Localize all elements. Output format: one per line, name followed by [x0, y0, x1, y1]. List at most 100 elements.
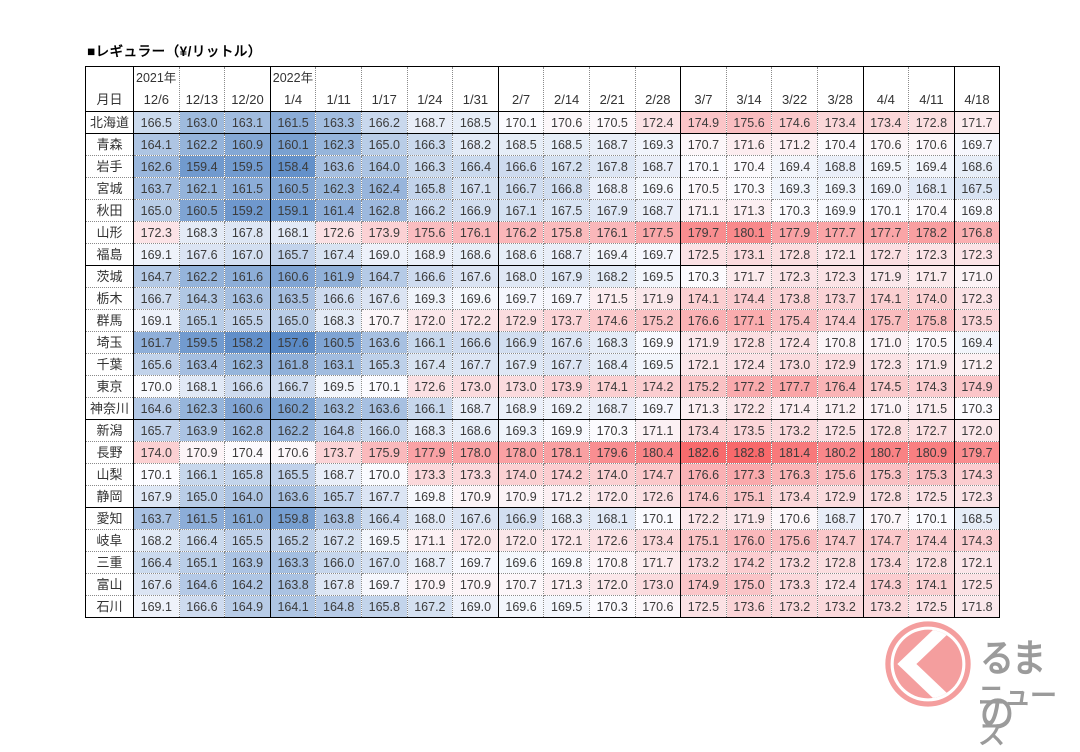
price-cell: 165.7 — [133, 419, 180, 442]
price-cell: 165.0 — [179, 485, 226, 508]
price-cell: 161.9 — [315, 265, 362, 288]
prefecture-label: 福島 — [85, 243, 134, 266]
date-label: 4/11 — [919, 92, 944, 107]
price-cell: 168.4 — [589, 353, 636, 376]
price-cell: 173.5 — [954, 309, 1001, 332]
price-cell: 164.2 — [224, 573, 271, 596]
price-cell: 165.5 — [224, 309, 271, 332]
price-cell: 171.1 — [407, 529, 454, 552]
price-cell: 166.6 — [498, 155, 545, 178]
price-cell: 172.8 — [863, 485, 910, 508]
table-row: 東京 170.0 168.1 166.6 166.7 169.5 170.1 172.6 173… — [85, 375, 1001, 398]
prefecture-label: 茨城 — [85, 265, 134, 288]
price-cell: 165.8 — [407, 177, 454, 200]
price-cell: 171.9 — [726, 507, 773, 530]
price-cell: 175.0 — [726, 573, 773, 596]
page-title: ■レギュラー（¥/リットル） — [87, 44, 262, 59]
price-cell: 161.4 — [315, 199, 362, 222]
price-cell: 177.3 — [726, 463, 773, 486]
price-cell: 176.6 — [680, 309, 727, 332]
price-cell: 163.6 — [270, 485, 317, 508]
price-cell: 174.0 — [908, 287, 955, 310]
price-cell: 167.8 — [224, 221, 271, 244]
price-cell: 172.8 — [726, 331, 773, 354]
price-cell: 169.6 — [452, 287, 499, 310]
price-cell: 160.5 — [315, 331, 362, 354]
prefecture-label: 秋田 — [85, 199, 134, 222]
price-cell: 157.6 — [270, 331, 317, 354]
table-row: 愛知 163.7 161.5 161.0 159.8 163.8 166.4 168.0 167… — [85, 507, 1001, 530]
price-cell: 172.8 — [908, 551, 955, 574]
year-label — [818, 68, 862, 89]
price-cell: 161.8 — [270, 353, 317, 376]
price-cell: 180.4 — [635, 441, 682, 464]
price-cell: 170.4 — [817, 133, 864, 156]
price-cell: 162.2 — [270, 419, 317, 442]
price-cell: 170.8 — [589, 551, 636, 574]
date-header: 2022年 1/4 — [270, 66, 317, 112]
price-cell: 159.2 — [224, 199, 271, 222]
price-cell: 166.6 — [179, 595, 226, 618]
price-cell: 164.8 — [315, 419, 362, 442]
price-cell: 165.7 — [315, 485, 362, 508]
price-cell: 173.4 — [680, 419, 727, 442]
price-cell: 175.8 — [908, 309, 955, 332]
price-cell: 166.4 — [133, 551, 180, 574]
price-cell: 163.9 — [224, 551, 271, 574]
price-cell: 159.8 — [270, 507, 317, 530]
price-cell: 170.8 — [817, 331, 864, 354]
price-cell: 170.5 — [908, 331, 955, 354]
price-cell: 170.3 — [771, 199, 818, 222]
price-cell: 175.6 — [817, 463, 864, 486]
price-cell: 169.8 — [954, 199, 1001, 222]
date-label: 12/6 — [143, 92, 169, 107]
price-cell: 179.7 — [680, 221, 727, 244]
price-cell: 173.5 — [726, 419, 773, 442]
price-cell: 168.6 — [954, 155, 1001, 178]
prefecture-label: 東京 — [85, 375, 134, 398]
price-cell: 172.6 — [635, 485, 682, 508]
price-cell: 167.9 — [133, 485, 180, 508]
price-cell: 172.9 — [498, 309, 545, 332]
price-cell: 177.9 — [771, 221, 818, 244]
price-cell: 166.7 — [133, 287, 180, 310]
price-cell: 169.5 — [863, 155, 910, 178]
price-cell: 179.6 — [589, 441, 636, 464]
price-cell: 176.8 — [954, 221, 1001, 244]
price-cell: 158.4 — [270, 155, 317, 178]
price-cell: 181.4 — [771, 441, 818, 464]
price-cell: 170.5 — [680, 177, 727, 200]
date-header: 4/4 — [863, 66, 910, 112]
price-cell: 161.5 — [224, 177, 271, 200]
price-cell: 174.1 — [863, 287, 910, 310]
price-cell: 174.1 — [589, 375, 636, 398]
price-cell: 172.7 — [863, 243, 910, 266]
price-cell: 172.5 — [908, 485, 955, 508]
price-cell: 166.5 — [133, 111, 180, 134]
price-cell: 173.4 — [817, 111, 864, 134]
price-cell: 177.1 — [726, 309, 773, 332]
price-cell: 169.0 — [863, 177, 910, 200]
price-cell: 169.5 — [361, 529, 408, 552]
price-cell: 170.6 — [270, 441, 317, 464]
price-cell: 163.8 — [270, 573, 317, 596]
price-cell: 168.7 — [315, 463, 362, 486]
price-cell: 169.7 — [635, 397, 682, 420]
price-cell: 172.7 — [908, 419, 955, 442]
price-cell: 172.5 — [954, 573, 1001, 596]
price-cell: 170.9 — [498, 485, 545, 508]
date-label: 2/14 — [553, 92, 580, 107]
date-label: 2/28 — [645, 92, 671, 107]
price-cell: 173.6 — [726, 595, 773, 618]
price-cell: 158.2 — [224, 331, 271, 354]
price-cell: 169.1 — [133, 309, 180, 332]
year-label — [727, 68, 771, 89]
price-cell: 170.1 — [361, 375, 408, 398]
price-cell: 167.8 — [315, 573, 362, 596]
price-cell: 166.7 — [498, 177, 545, 200]
price-cell: 168.7 — [817, 507, 864, 530]
price-cell: 166.6 — [315, 287, 362, 310]
table-body: 北海道 166.5 163.0 163.1 161.5 163.3 166.2 168.7 16… — [85, 111, 1001, 618]
table-row: 神奈川 164.6 162.3 160.6 160.2 163.2 163.6 166.1 16… — [85, 397, 1001, 420]
price-cell: 171.0 — [954, 265, 1001, 288]
